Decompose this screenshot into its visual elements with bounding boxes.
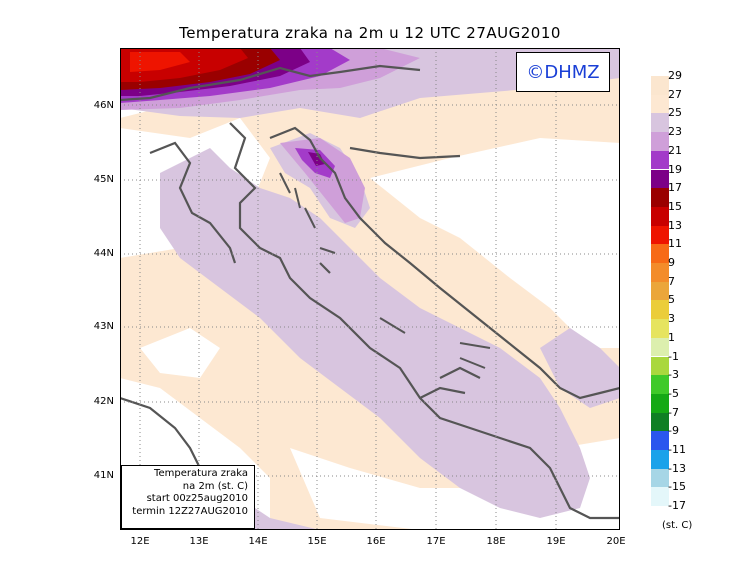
legend-swatch: [651, 319, 669, 338]
lat-label: 46N: [93, 100, 114, 111]
legend-swatch: [651, 431, 669, 450]
temperature-map: [120, 48, 620, 530]
legend-label: -7: [668, 405, 679, 419]
lon-label: 12E: [130, 536, 150, 547]
legend-label: 29: [668, 69, 682, 82]
info-line-4: termin 12Z27AUG2010: [132, 505, 248, 517]
legend-swatch: [651, 94, 669, 114]
legend-label: 27: [668, 87, 682, 101]
legend-swatch: [651, 300, 669, 320]
legend-swatch: [651, 393, 669, 413]
legend-label: 19: [668, 162, 682, 176]
map-title: Temperatura zraka na 2m u 12 UTC 27AUG20…: [179, 24, 561, 42]
lat-label: 45N: [93, 174, 114, 185]
legend-swatch: [651, 412, 669, 432]
info-box: Temperatura zraka na 2m (st. C) start 00…: [121, 465, 255, 529]
legend-label: -1: [668, 349, 679, 363]
info-line-1: Temperatura zraka: [154, 468, 248, 479]
lon-label: 18E: [486, 536, 506, 547]
legend-label: 9: [668, 256, 675, 269]
legend-label: -11: [668, 443, 686, 456]
legend-label: 23: [668, 125, 682, 139]
legend-swatch: [651, 206, 669, 226]
legend-label: 11: [668, 237, 682, 251]
legend-swatch: [651, 225, 669, 245]
legend-swatch: [651, 356, 669, 376]
legend-swatch: [651, 450, 669, 469]
legend-swatch: [651, 188, 669, 207]
lon-label: 13E: [189, 536, 209, 547]
legend-swatch: [651, 487, 669, 507]
legend-label: 7: [668, 274, 675, 288]
lon-label: 14E: [248, 536, 268, 547]
info-line-3: start 00z25aug2010: [146, 493, 248, 504]
lat-label: 42N: [93, 396, 114, 407]
legend-swatch: [651, 132, 669, 151]
info-line-2: na 2m (st. C): [182, 480, 248, 492]
temp-zone-white-5: [140, 328, 220, 378]
lat-label: 41N: [93, 470, 114, 481]
islands: [279, 172, 491, 369]
temp-zone-25-sea: [160, 148, 590, 518]
legend-label: 17: [668, 181, 682, 195]
legend-swatch: [651, 76, 669, 95]
legend-swatch: [651, 244, 669, 263]
legend-swatch: [651, 337, 669, 357]
legend-label: 1: [668, 330, 675, 344]
legend-swatch: [651, 281, 669, 301]
legend-swatch: [651, 375, 669, 394]
legend-label: 21: [668, 143, 682, 157]
map-frame: [120, 48, 620, 530]
dhmz-watermark: ©DHMZ: [516, 52, 610, 92]
temp-zone-13: [130, 52, 190, 72]
legend-label: -15: [668, 480, 686, 494]
legend-swatch: [651, 263, 669, 282]
legend-units: (st. C): [662, 520, 693, 531]
map-canvas: [120, 48, 620, 530]
legend-label: 13: [668, 218, 682, 232]
legend-swatch: [651, 150, 669, 170]
lat-label: 44N: [93, 248, 114, 259]
legend-label: -13: [668, 461, 686, 475]
lon-label: 15E: [307, 536, 327, 547]
coastlines: [120, 64, 620, 530]
legend-swatch: [651, 113, 669, 133]
temp-zone-23-velebit: [280, 138, 365, 223]
legend-label: 5: [668, 293, 675, 307]
lon-label: 20E: [606, 536, 626, 547]
legend-label: -5: [668, 386, 679, 400]
grid-lines: [120, 48, 620, 530]
lon-label: 16E: [366, 536, 386, 547]
legend-label: 3: [668, 312, 675, 326]
lon-label: 17E: [426, 536, 446, 547]
legend-swatch: [651, 468, 669, 488]
legend-label: -9: [668, 424, 679, 438]
lat-label: 43N: [93, 321, 114, 332]
temp-zone-19-velebit: [308, 152, 325, 166]
legend-label: -3: [668, 368, 679, 382]
legend-label: -17: [668, 499, 686, 513]
temp-zone-white-1: [370, 138, 620, 348]
legend-swatch: [651, 169, 669, 189]
legend-label: 15: [668, 199, 682, 213]
legend-label: 25: [668, 106, 682, 120]
lon-label: 19E: [546, 536, 566, 547]
